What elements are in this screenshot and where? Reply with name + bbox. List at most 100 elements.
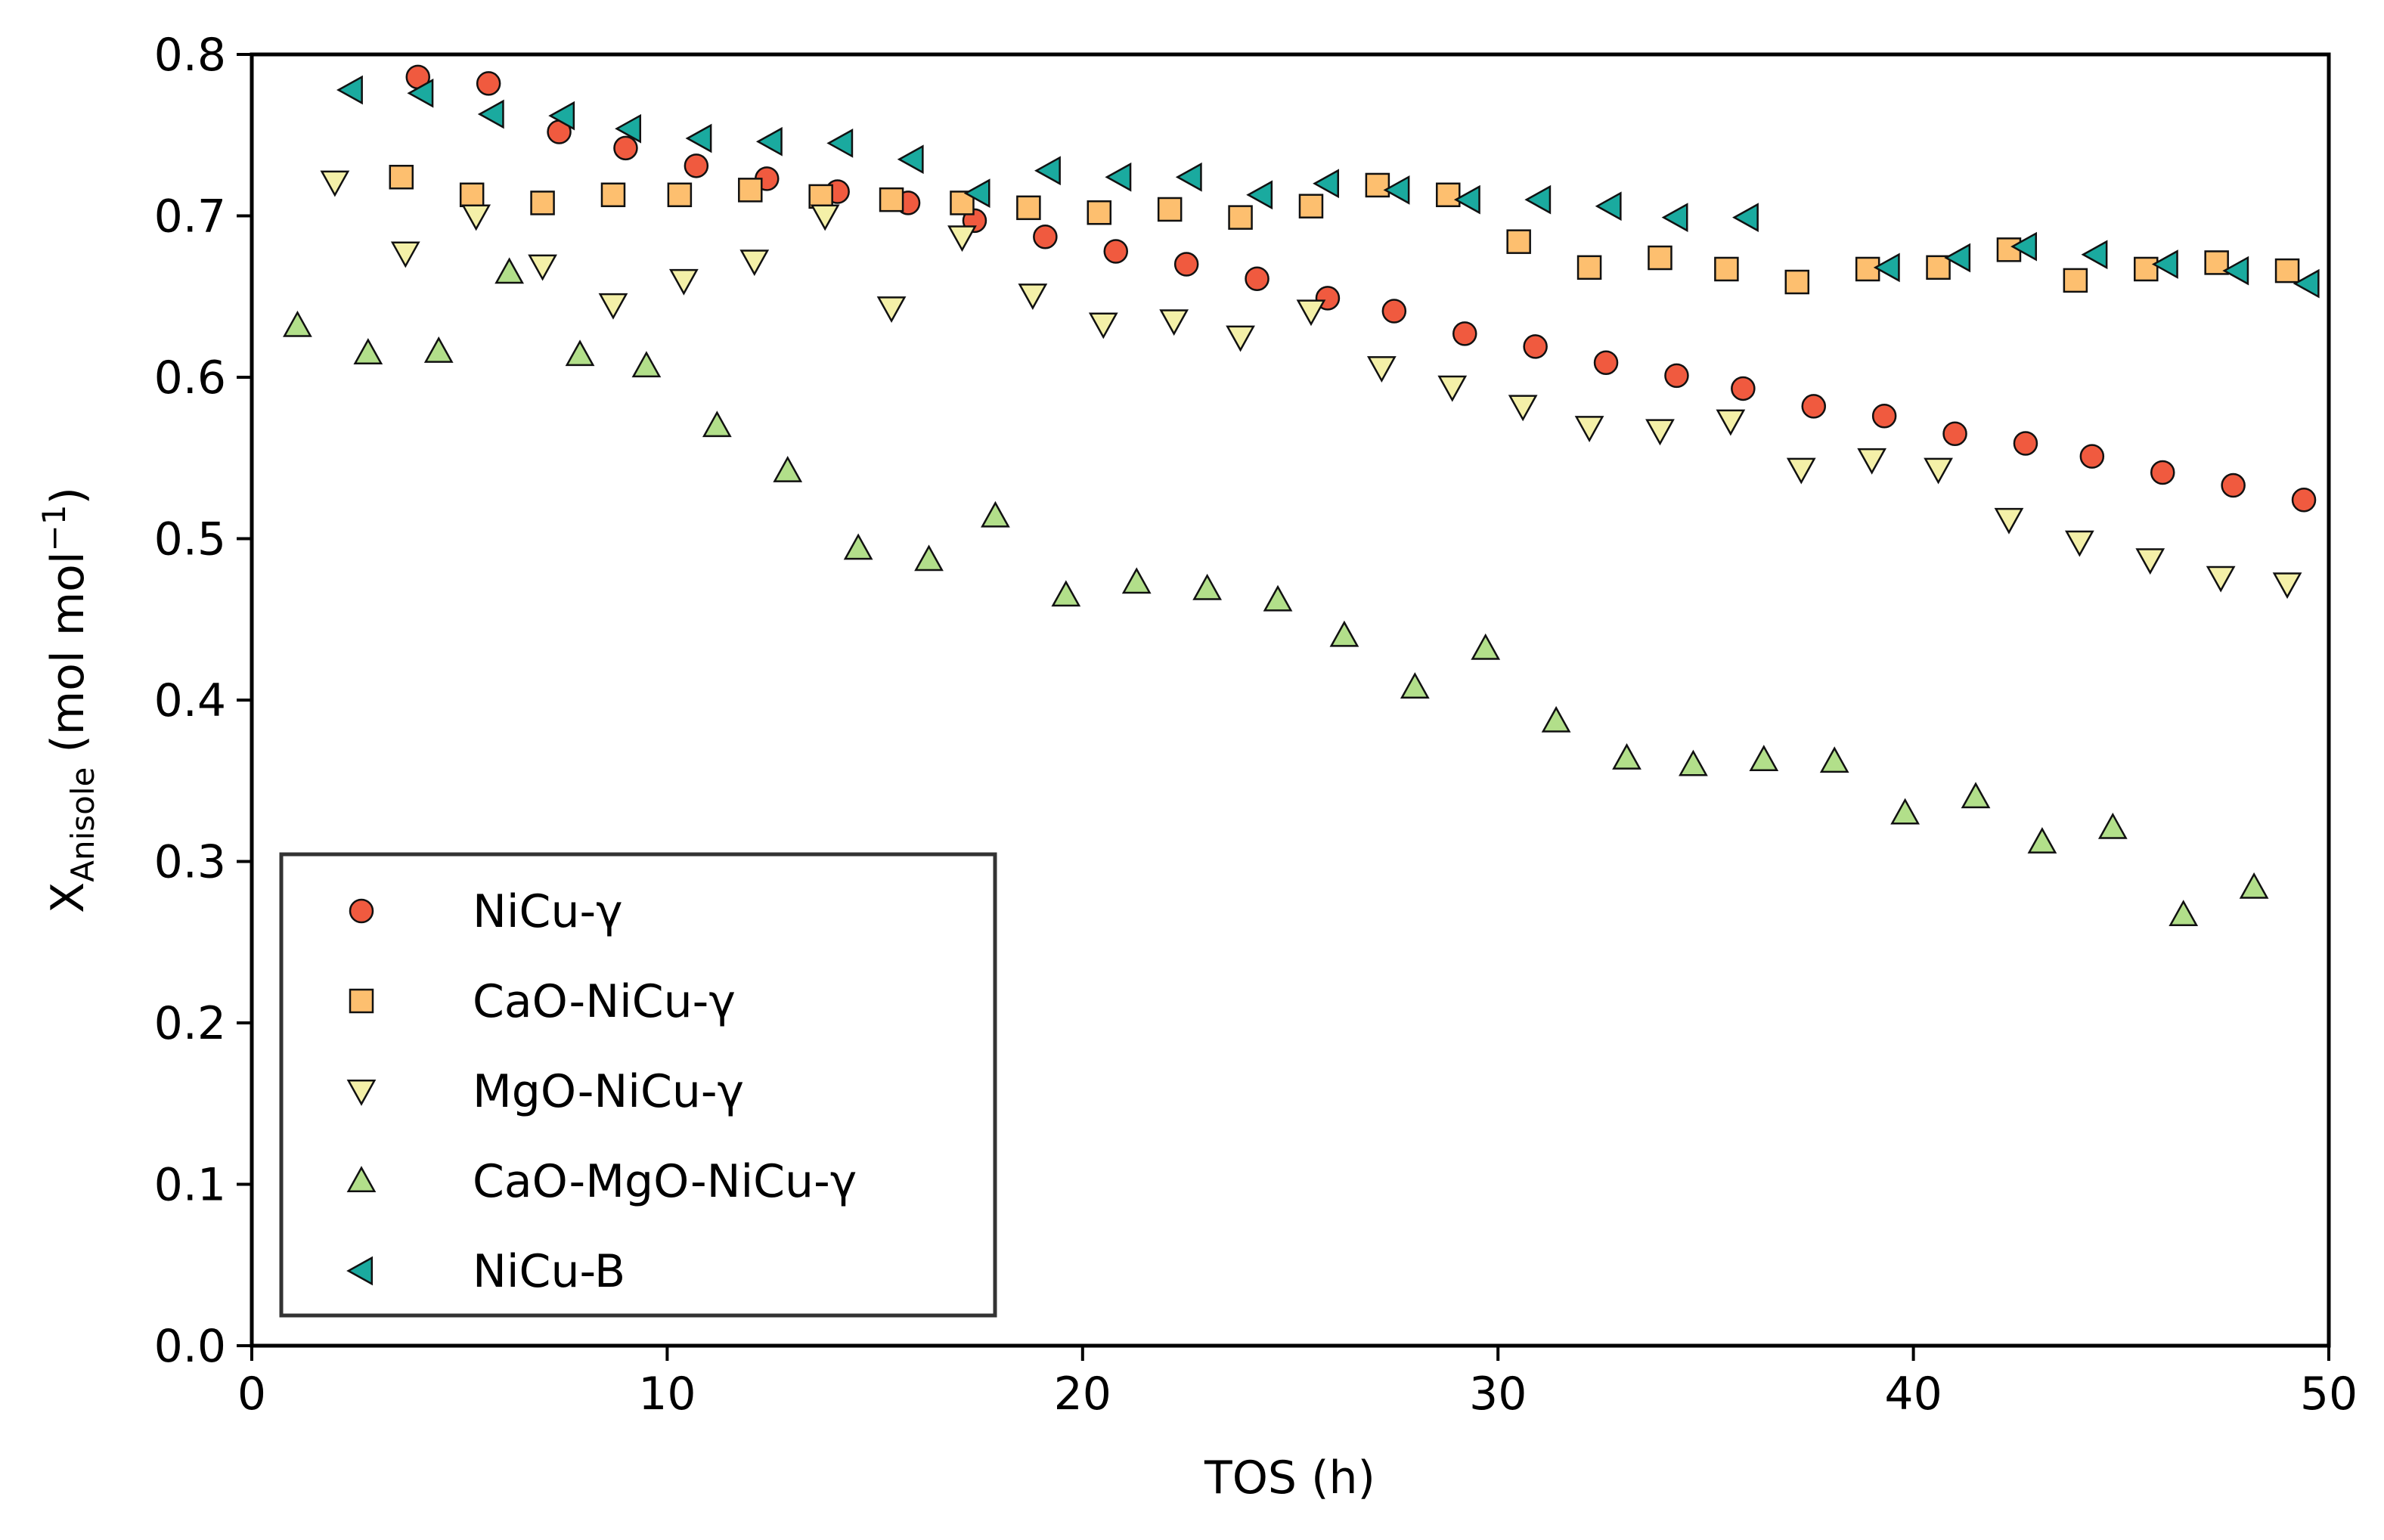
data-point <box>1749 745 1779 772</box>
series-2 <box>320 170 2302 600</box>
data-point <box>1924 457 1953 485</box>
legend: NiCu-γ CaO-NiCu-γ MgO-NiCu-γ CaO-MgO-NiCu-γ… <box>279 852 997 1318</box>
data-point <box>1246 180 1273 210</box>
data-point <box>1159 309 1189 336</box>
data-point <box>2134 256 2159 282</box>
data-point <box>390 241 420 268</box>
x-axis: 0 10 20 30 40 50 <box>237 1346 2358 1421</box>
data-point <box>2151 249 2178 279</box>
legend-label: NiCu-B <box>473 1245 625 1298</box>
data-point <box>1088 312 1118 339</box>
data-point <box>1329 620 1359 647</box>
data-point <box>613 135 638 161</box>
y-tick-label: 0.7 <box>154 191 226 243</box>
data-point <box>1263 584 1293 612</box>
legend-marker <box>346 1166 377 1193</box>
data-point <box>1784 269 1810 295</box>
data-point <box>2274 258 2300 284</box>
data-point <box>1121 567 1152 594</box>
x-tick-label: 0 <box>237 1368 266 1421</box>
legend-frame <box>279 852 997 1318</box>
data-point <box>1716 409 1746 436</box>
data-point <box>2239 872 2269 899</box>
data-point <box>2010 231 2037 262</box>
data-point <box>947 225 977 253</box>
data-point <box>1228 205 1253 230</box>
y-tick-label: 0.0 <box>154 1320 226 1373</box>
data-point <box>2027 827 2057 854</box>
data-point <box>2081 240 2108 270</box>
data-point <box>1871 403 1897 429</box>
data-point <box>1365 172 1390 198</box>
data-point <box>1648 245 1673 271</box>
data-point <box>1437 375 1468 402</box>
data-point <box>1855 256 1880 282</box>
data-point <box>2206 565 2236 593</box>
series-4 <box>336 75 2320 299</box>
data-point <box>667 182 693 207</box>
data-point <box>981 500 1010 528</box>
plot-area-frame <box>250 52 2331 1348</box>
data-point <box>1103 239 1129 264</box>
data-point <box>1786 457 1816 485</box>
data-point <box>2135 548 2165 575</box>
data-point <box>1383 175 1410 205</box>
x-tick-label: 30 <box>1469 1368 1527 1421</box>
data-point <box>1173 252 1199 277</box>
y-tick-label: 0.5 <box>154 513 226 566</box>
data-point <box>2013 431 2038 456</box>
data-point <box>1296 299 1326 327</box>
data-point <box>631 351 662 378</box>
data-point <box>2064 530 2094 557</box>
y-tick-label: 0.2 <box>154 997 226 1050</box>
data-point <box>876 296 907 324</box>
data-point <box>843 533 873 560</box>
x-tick-label: 10 <box>638 1368 696 1421</box>
y-axis-label-main: X <box>42 882 95 913</box>
data-point <box>914 544 944 572</box>
data-point <box>528 254 557 281</box>
data-point <box>459 182 485 207</box>
data-point <box>1731 376 1756 401</box>
data-point <box>2063 268 2088 293</box>
data-point <box>1873 253 1900 283</box>
data-point <box>1679 749 1708 776</box>
x-axis-label: TOS (h) <box>1204 1452 1375 1504</box>
data-point <box>2272 572 2302 600</box>
data-point <box>1664 363 1689 389</box>
legend-label: CaO-NiCu-γ <box>473 975 736 1028</box>
data-point <box>1226 325 1255 352</box>
data-point <box>808 184 833 209</box>
data-point <box>565 339 595 367</box>
data-point <box>283 310 312 337</box>
data-point <box>2169 900 2199 927</box>
data-point <box>702 411 732 438</box>
data-point <box>1524 184 1552 215</box>
data-point <box>548 101 575 131</box>
data-point <box>389 165 414 190</box>
y-axis-label-superscript: −1 <box>36 505 73 552</box>
data-point <box>1436 182 1461 207</box>
data-point <box>1245 266 1270 292</box>
data-point <box>1961 782 1991 809</box>
data-point <box>461 204 491 231</box>
data-point <box>1890 798 1920 825</box>
y-tick-label: 0.1 <box>154 1159 226 1212</box>
data-point <box>2222 256 2249 286</box>
legend-marker <box>349 898 374 924</box>
data-point <box>684 153 709 178</box>
y-axis-label-units: (mol mol <box>42 551 95 767</box>
legend-label: MgO-NiCu-γ <box>473 1065 744 1118</box>
data-point <box>1453 184 1480 215</box>
data-point <box>1366 356 1397 383</box>
data-point <box>1175 162 1202 192</box>
data-point <box>1523 334 1548 359</box>
data-point <box>1452 321 1477 346</box>
data-point <box>1801 394 1826 419</box>
y-axis-label: XAnisole (mol mol−1) <box>36 487 101 913</box>
data-point <box>600 182 626 207</box>
data-point <box>615 113 642 144</box>
legend-marker <box>349 988 374 1014</box>
data-point <box>963 178 990 208</box>
